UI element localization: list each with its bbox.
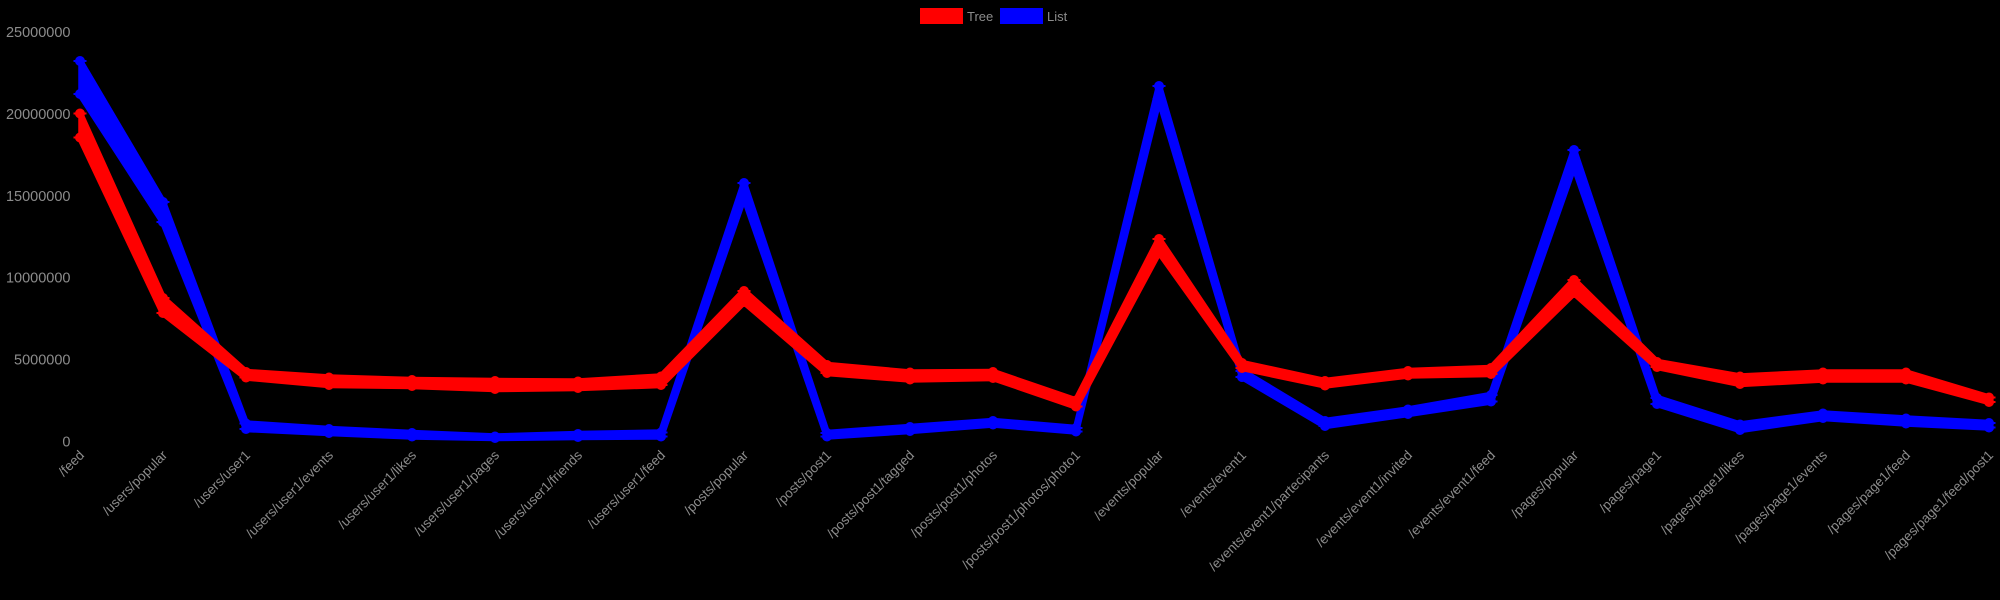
svg-text:25000000: 25000000 [6, 25, 71, 41]
svg-text:5000000: 5000000 [14, 353, 70, 369]
svg-text:20000000: 20000000 [6, 107, 71, 123]
svg-text:Tree: Tree [967, 9, 993, 24]
svg-text:List: List [1047, 9, 1068, 24]
svg-text:10000000: 10000000 [6, 271, 71, 287]
svg-text:15000000: 15000000 [6, 189, 71, 205]
svg-text:0: 0 [62, 435, 70, 451]
